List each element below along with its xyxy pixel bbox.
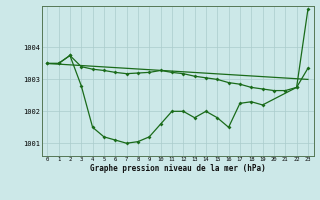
X-axis label: Graphe pression niveau de la mer (hPa): Graphe pression niveau de la mer (hPa)	[90, 164, 266, 173]
